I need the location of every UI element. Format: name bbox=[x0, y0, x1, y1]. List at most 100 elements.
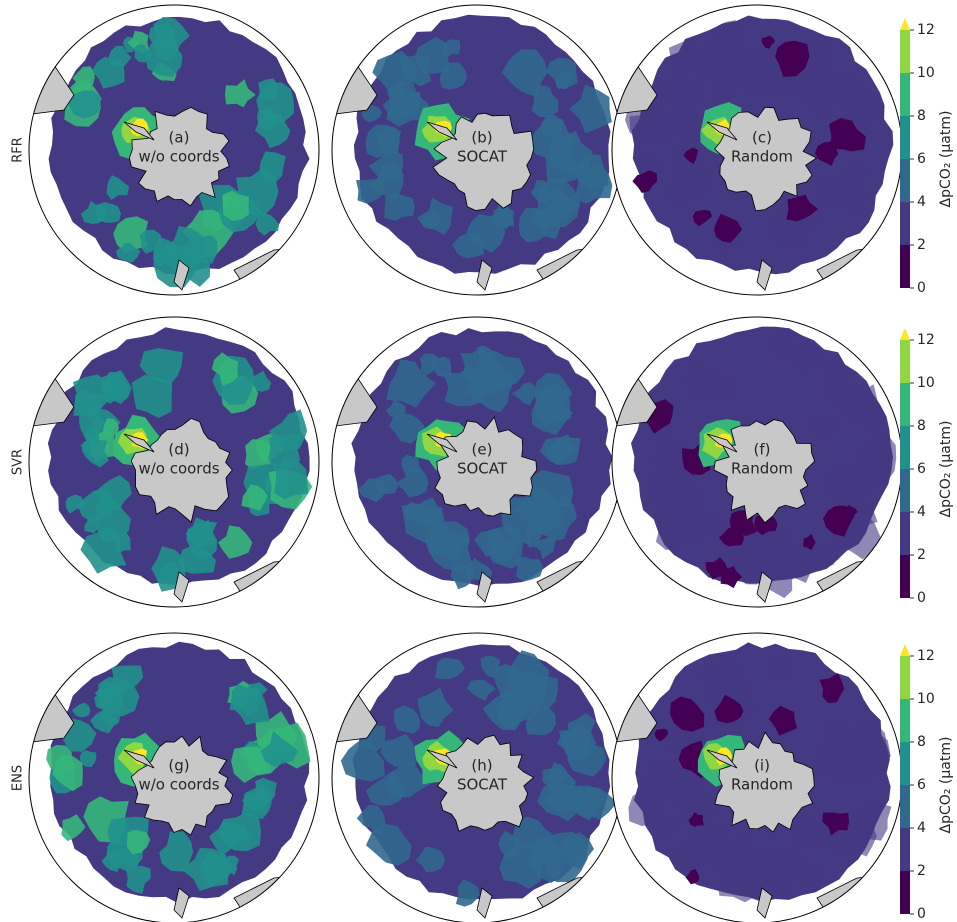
ocean-patch bbox=[669, 159, 712, 208]
colorbar-tick-label: 12 bbox=[917, 22, 935, 38]
ocean-patch bbox=[579, 786, 617, 820]
ocean-patch bbox=[831, 175, 868, 219]
panel-subtitle: SOCAT bbox=[457, 148, 508, 166]
ocean-patch bbox=[822, 505, 854, 537]
map-panel bbox=[332, 5, 622, 295]
ocean-patch bbox=[65, 494, 85, 514]
panel-subtitle: Random bbox=[731, 776, 793, 794]
ocean-patch bbox=[684, 363, 718, 400]
new-zealand bbox=[173, 887, 190, 919]
ocean-patch bbox=[61, 814, 86, 842]
ocean-patch bbox=[651, 437, 685, 472]
ocean-patch bbox=[705, 30, 750, 76]
ocean-patch bbox=[569, 84, 612, 134]
ocean-patch bbox=[365, 124, 400, 159]
ocean-patch bbox=[545, 434, 578, 465]
ocean-patch bbox=[847, 718, 891, 766]
colorbar-tick-label: 0 bbox=[917, 280, 926, 296]
peninsula bbox=[706, 121, 738, 141]
ocean-patch bbox=[688, 812, 704, 827]
ocean-patch bbox=[166, 226, 204, 267]
ocean-patch bbox=[395, 466, 429, 498]
ocean-patch bbox=[421, 210, 441, 230]
peninsula bbox=[426, 121, 458, 141]
ocean-patch bbox=[81, 438, 109, 468]
ocean-patch bbox=[211, 352, 239, 386]
map-panel bbox=[612, 317, 902, 607]
ocean-patch bbox=[111, 665, 144, 696]
ocean-patch bbox=[79, 750, 97, 767]
ocean-patch bbox=[792, 813, 824, 852]
ocean-patch bbox=[52, 755, 83, 792]
colorbar-segment bbox=[900, 828, 910, 871]
panel-subtitle: SOCAT bbox=[457, 776, 508, 794]
ocean-patch bbox=[153, 16, 190, 56]
panel-subtitle: Random bbox=[731, 148, 793, 166]
map-panel bbox=[612, 5, 902, 295]
ocean-patch bbox=[84, 516, 101, 534]
antarctica bbox=[713, 419, 816, 524]
peninsula bbox=[426, 749, 458, 769]
panel-subtitle: SOCAT bbox=[457, 460, 508, 478]
colorbar-extend bbox=[900, 328, 910, 340]
colorbar-tick-label: 4 bbox=[917, 820, 926, 836]
ocean-patch bbox=[365, 823, 412, 866]
colorbar-tick-label: 8 bbox=[917, 734, 926, 750]
ocean-patch bbox=[489, 204, 512, 229]
colorbar-segment bbox=[900, 555, 910, 598]
ocean-patch bbox=[435, 657, 465, 680]
ocean-patch bbox=[545, 153, 579, 184]
map-boundary bbox=[28, 632, 320, 922]
ocean-patch bbox=[699, 657, 740, 700]
ocean-patch bbox=[640, 761, 684, 801]
ocean-patch bbox=[532, 204, 562, 240]
panel-label: (i) bbox=[754, 757, 770, 775]
antarctica bbox=[436, 734, 535, 832]
ocean-patch bbox=[389, 413, 425, 444]
colorbar-tick-label: 2 bbox=[917, 237, 926, 253]
ocean-patch bbox=[442, 39, 461, 59]
ocean-patch bbox=[108, 45, 132, 68]
colorbar-tick-label: 2 bbox=[917, 547, 926, 563]
ocean-patch bbox=[826, 360, 847, 383]
ocean-patch bbox=[714, 213, 742, 243]
ocean-patch bbox=[358, 478, 385, 503]
ocean-patch bbox=[795, 342, 826, 373]
peninsula bbox=[123, 433, 155, 453]
ocean-patch bbox=[819, 673, 845, 704]
peninsula bbox=[123, 121, 155, 141]
colorbar-segment bbox=[900, 699, 910, 742]
ocean-patch bbox=[218, 811, 261, 852]
ocean-patch bbox=[531, 85, 559, 118]
colorbar-segment bbox=[900, 340, 910, 383]
ocean-patch bbox=[683, 147, 699, 165]
new-zealand bbox=[756, 259, 773, 291]
antarctica bbox=[432, 112, 535, 211]
colorbar-tick-label: 10 bbox=[917, 65, 935, 81]
ocean-patch bbox=[574, 165, 613, 204]
map-panel bbox=[332, 317, 622, 607]
ocean-patch bbox=[754, 515, 778, 535]
ocean-patch bbox=[705, 516, 726, 537]
ocean-patch bbox=[452, 232, 485, 259]
ocean-patch bbox=[566, 743, 607, 777]
colorbar-tick-label: 12 bbox=[917, 332, 935, 348]
peninsula bbox=[706, 749, 738, 769]
colorbar-tick-label: 0 bbox=[917, 590, 926, 606]
panel-label: (g) bbox=[168, 757, 189, 775]
colorbar-segment bbox=[900, 871, 910, 914]
ocean-patch bbox=[767, 662, 788, 682]
ocean-patch bbox=[102, 418, 119, 437]
map-boundary bbox=[28, 316, 320, 608]
colorbar-tick-label: 6 bbox=[917, 151, 926, 167]
panel-label: (h) bbox=[471, 757, 492, 775]
ocean-patch bbox=[269, 409, 307, 453]
ocean-patch bbox=[501, 49, 548, 98]
ocean-patch bbox=[368, 150, 404, 183]
ocean-patch bbox=[790, 69, 840, 106]
antarctica bbox=[434, 416, 538, 517]
ocean-patch bbox=[555, 72, 572, 90]
colorbar-segment bbox=[900, 159, 910, 202]
panel-label: (c) bbox=[752, 129, 772, 147]
ocean-patch bbox=[241, 484, 268, 511]
